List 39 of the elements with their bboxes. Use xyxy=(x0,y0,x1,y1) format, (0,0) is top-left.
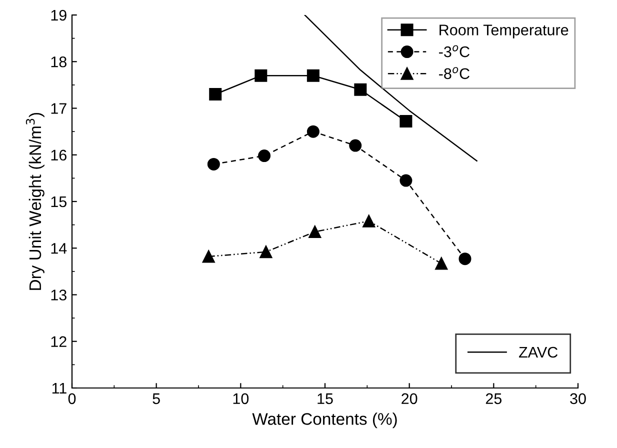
point xyxy=(308,226,322,238)
x-tick-label: 15 xyxy=(318,393,333,404)
y-tick-label: 11 xyxy=(52,383,66,394)
y-tick-label: 18 xyxy=(51,56,66,68)
line-series xyxy=(304,15,478,162)
x-axis-title: Water Contents (%) xyxy=(252,412,397,428)
point xyxy=(202,250,215,263)
y-tick-label: 12 xyxy=(51,336,66,347)
y-tick-label: 15 xyxy=(51,196,66,208)
point xyxy=(254,69,268,82)
y-tick-label: 16 xyxy=(51,150,66,161)
point xyxy=(306,125,320,138)
legend-label: ZAVC xyxy=(519,346,558,358)
x-tick-label: 0 xyxy=(68,393,76,404)
point xyxy=(306,69,320,82)
legend-label: Room Temperature xyxy=(440,24,568,38)
point xyxy=(349,139,362,152)
x-tick-label: 5 xyxy=(152,393,160,404)
legend-label: -3$^{o}$C xyxy=(439,45,470,58)
point xyxy=(354,83,367,96)
point xyxy=(207,158,220,170)
point xyxy=(435,257,448,270)
y-tick-label: 14 xyxy=(51,243,67,254)
point xyxy=(260,246,272,258)
y-tick-label: 19 xyxy=(51,10,66,21)
point xyxy=(209,88,222,101)
x-tick-label: 10 xyxy=(233,393,249,404)
point xyxy=(362,214,376,228)
legend-label: -8$^{o}$C xyxy=(439,67,470,80)
x-tick-label: 20 xyxy=(402,393,418,404)
y-tick-label: 13 xyxy=(51,290,66,300)
y-axis-title: Dry Unit Weight (kN/m$^{3}$) xyxy=(26,112,44,290)
point xyxy=(400,174,412,187)
x-tick-label: 25 xyxy=(486,393,502,404)
x-tick-label: 30 xyxy=(570,393,586,404)
point xyxy=(258,150,271,162)
point xyxy=(458,252,472,266)
point xyxy=(400,115,412,128)
y-tick-label: 17 xyxy=(51,103,66,114)
